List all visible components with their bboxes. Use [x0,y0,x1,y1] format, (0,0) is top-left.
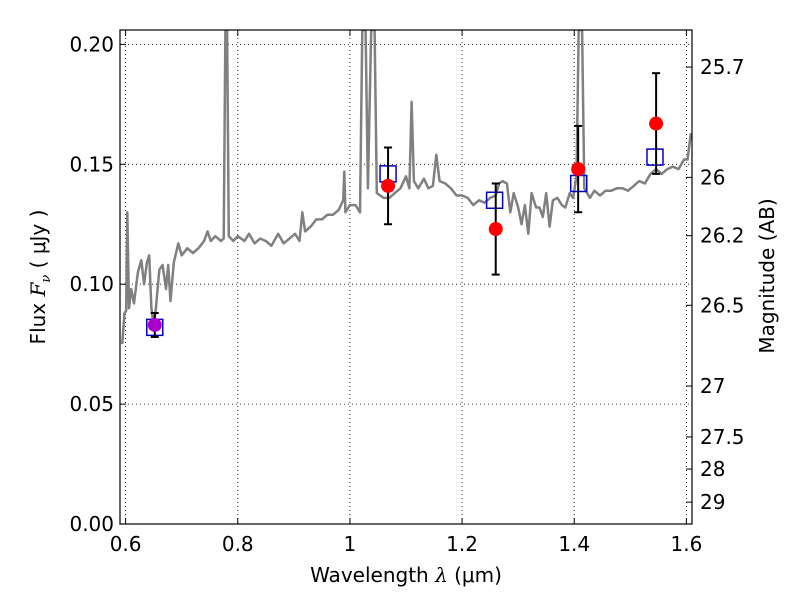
x-tick-label: 1 [344,532,357,556]
model-square-point [646,148,664,166]
x-tick-label: 1.2 [446,532,478,556]
x-axis-label: Wavelength λ (μm) [310,563,502,587]
observed-circle-point [147,317,162,332]
y-tick-label: 0.15 [69,152,114,176]
x-tick-label: 0.6 [110,532,142,556]
y-tick-label: 0.00 [69,512,114,536]
y2-tick-label: 27.5 [700,425,745,449]
plot-area [120,30,692,345]
y2-axis-label: Magnitude (AB) [755,198,779,353]
observed-circle-point [649,116,664,131]
y2-tick-label: 26.2 [700,224,745,248]
y2-tick-label: 29 [700,490,725,514]
y-tick-label: 0.05 [69,392,114,416]
y-tick-label: 0.20 [69,32,114,56]
model-square-point [485,191,504,210]
observed-circle-point [488,222,503,237]
y-axis-label: Flux Fν ( μJy ) [26,210,54,345]
observed-circle-point [571,162,586,177]
y2-tick-label: 28 [700,457,725,481]
x-tick-label: 1.4 [558,532,590,556]
x-tick-label: 0.8 [222,532,254,556]
axis-ticks: 0.6 0.8 1 1.2 1.4 1.6 0.00 0.05 0.10 0.15 0.20 25.7… [69,30,745,556]
y2-tick-label: 26 [700,165,725,189]
y2-tick-label: 25.7 [700,55,745,79]
y2-tick-label: 26.5 [700,293,745,317]
observed-circle-point [381,178,396,193]
plot-frame [119,29,693,525]
y2-tick-label: 27 [700,374,725,398]
x-tick-label: 1.6 [670,532,702,556]
y-tick-label: 0.10 [69,272,114,296]
